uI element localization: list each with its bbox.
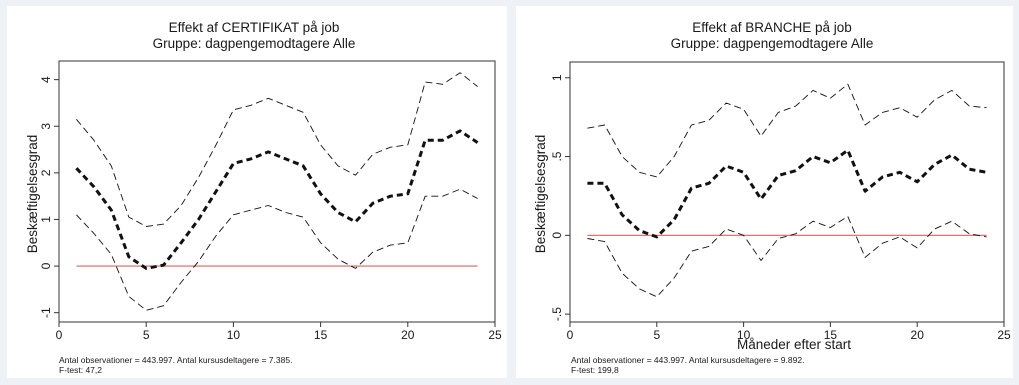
y-axis-label: Beskæftigelsesgrad: [533, 135, 548, 254]
chart-panel-branche: Effekt af BRANCHE på job Gruppe: dagpeng…: [516, 6, 1013, 378]
y-tick-label: 1: [39, 216, 53, 223]
x-tick-label: 15: [824, 328, 838, 342]
plot-frame: [569, 61, 1005, 323]
footnote-line-2: F-test: 199,8: [571, 365, 619, 375]
x-tick-label: 0: [567, 328, 574, 342]
x-tick-label: 20: [911, 328, 925, 342]
x-tick-label: 25: [997, 328, 1011, 342]
series-lower-line: [587, 215, 987, 298]
series-upper-line: [76, 72, 478, 227]
x-tick-label: 0: [56, 328, 63, 342]
x-tick-label: 20: [401, 328, 415, 342]
x-tick-label: 10: [737, 328, 751, 342]
series-estimate-line: [75, 129, 479, 270]
chart-branche: Effekt af BRANCHE på job Gruppe: dagpeng…: [533, 20, 1011, 375]
x-tick-label: 10: [227, 328, 241, 342]
y-tick-label: 1: [550, 74, 564, 81]
y-tick-label: 2: [39, 169, 53, 176]
y-axis-label: Beskæftigelsesgrad: [25, 135, 40, 254]
x-tick-label: 25: [488, 328, 502, 342]
series-lower-line: [76, 188, 478, 311]
y-tick-label: -.5: [550, 307, 564, 321]
chart-subtitle: Gruppe: dagpengemodtagere Alle: [671, 36, 874, 51]
plot-frame: [58, 60, 496, 323]
series-estimate-line: [587, 148, 987, 239]
x-tick-label: 5: [653, 328, 660, 342]
y-tick-label: .5: [550, 151, 564, 161]
chart-subtitle: Gruppe: dagpengemodtagere Alle: [153, 36, 356, 51]
y-tick-label: -1: [39, 307, 53, 318]
y-tick-label: 4: [39, 76, 53, 83]
x-tick-label: 15: [314, 328, 328, 342]
chart-certifikat: Effekt af CERTIFIKAT på job Gruppe: dagp…: [25, 20, 502, 375]
chart-title: Effekt af CERTIFIKAT på job: [169, 20, 340, 35]
y-tick-label: 3: [39, 123, 53, 130]
series-upper-line: [587, 83, 987, 178]
y-tick-label: 0: [39, 262, 53, 269]
footnote-line-1: Antal observationer = 443.997. Antal kur…: [59, 355, 292, 365]
footnote-line-2: F-test: 47,2: [59, 365, 102, 375]
chart-panel-certifikat: Effekt af CERTIFIKAT på job Gruppe: dagp…: [7, 6, 507, 378]
x-tick-label: 5: [143, 328, 150, 342]
x-axis-label: Måneder efter start: [737, 337, 851, 352]
chart-title: Effekt af BRANCHE på job: [692, 20, 852, 35]
footnote-line-1: Antal observationer = 443.997. Antal kur…: [571, 355, 804, 365]
y-tick-label: 0: [550, 232, 564, 239]
